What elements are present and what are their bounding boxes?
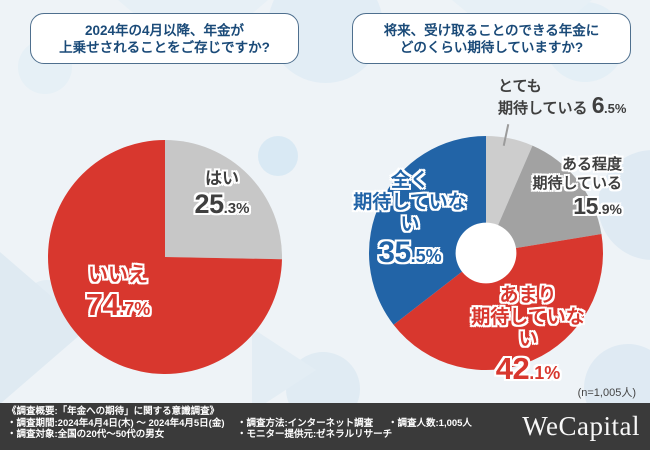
label-yes-percent: 25.3% (194, 189, 250, 219)
wecapital-logo: WeCapital (522, 411, 640, 441)
pie-slice-0 (486, 136, 533, 253)
label-yes-text: はい (205, 169, 239, 188)
sample-size-note: (n=1,005人) (577, 387, 636, 399)
label-no-percent: 74.7% (85, 287, 151, 322)
label-notreally-line2: 期待していない (471, 307, 585, 350)
question-box-left: 2024年の4月以降、年金が 上乗せされることをご存じですか? (30, 13, 299, 64)
label-notreally-line1: あまり (499, 285, 557, 306)
question-right-line2: どのくらい期待していますか? (399, 39, 584, 55)
label-notatall-percent: 35.5% (378, 236, 442, 269)
bg-circle (258, 136, 298, 176)
donut-label-not-really-expecting: あまり 期待していない 42.1% (462, 285, 594, 387)
pie-slice-1 (48, 140, 282, 374)
label-notatall-line1: 全く (390, 170, 429, 191)
donut-label-not-expecting-at-all: 全く 期待していない 35.5% (345, 170, 475, 270)
survey-monitor: ・モニター提供元:ゼネラルリサーチ (237, 429, 393, 440)
pie-slice-2 (393, 233, 603, 370)
question-box-right: 将来、受け取ることのできる年金に どのくらい期待していますか? (352, 13, 631, 64)
pie-label-no: いいえ 74.7% (64, 263, 172, 323)
pie-slice-0 (165, 140, 283, 260)
question-right-line1: 将来、受け取ることのできる年金に (383, 22, 600, 38)
label-notatall-line2: 期待していない (353, 192, 467, 235)
pie-label-yes: はい 25.3% (176, 169, 268, 220)
label-no-text: いいえ (88, 264, 148, 286)
survey-period: ・調査期間:2024年4月4日(木) ～ 2024年4月5日(金) (7, 417, 225, 429)
label-very-line2: 期待している 6.5% (498, 92, 627, 118)
label-somewhat-percent: 15.9% (573, 193, 622, 219)
donut-hole (455, 222, 517, 284)
label-very-line1: とても (498, 78, 542, 95)
label-notreally-percent: 42.1% (495, 351, 561, 386)
donut-label-very-expecting: とても 期待している 6.5% (498, 77, 648, 118)
survey-count: ・調査人数:1,005人 (388, 417, 472, 429)
question-left-line2: 上乗せされることをご存じですか? (59, 39, 270, 55)
pie-slice-3 (368, 136, 486, 325)
pie-slice-1 (486, 145, 602, 253)
question-left-line1: 2024年の4月以降、年金が (84, 22, 245, 38)
pie-chart-awareness (48, 140, 283, 374)
label-somewhat-line2: 期待している (532, 175, 622, 192)
label-somewhat-line1: ある程度 (561, 156, 622, 173)
survey-target: ・調査対象:全国の20代～50代の男女 (7, 429, 165, 440)
survey-summary: 《調査概要:「年金への期待」に関する意識調査》 (7, 406, 220, 417)
donut-chart-expectation (368, 136, 603, 370)
donut-label-somewhat-expecting: ある程度 期待している 15.9% (498, 155, 622, 220)
survey-method: ・調査方法:インターネット調査 (237, 417, 374, 429)
footer-bar: 《調査概要:「年金への期待」に関する意識調査》 ・調査期間:2024年4月4日(… (0, 403, 650, 450)
